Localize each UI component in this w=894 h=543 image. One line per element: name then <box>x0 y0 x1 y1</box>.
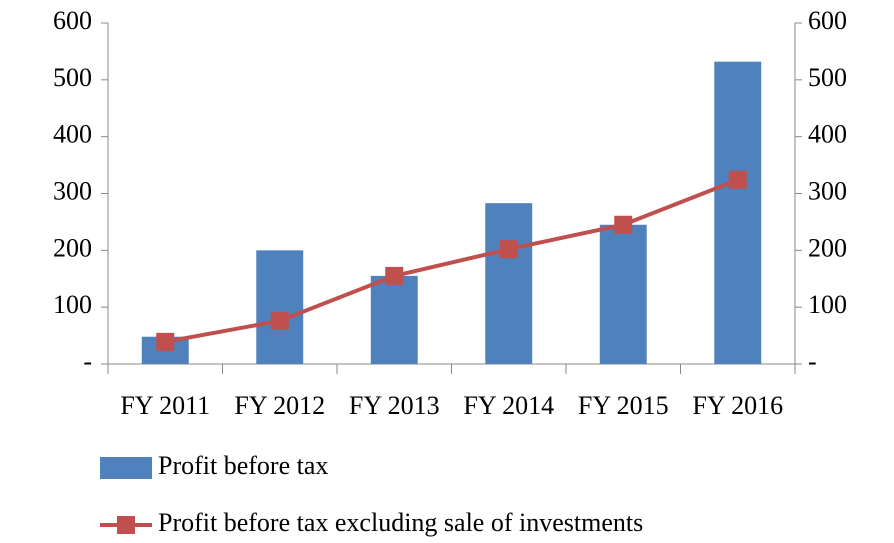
line <box>164 177 739 344</box>
y2-tick-label: 200 <box>808 233 847 262</box>
bar <box>714 61 762 364</box>
y-tick-label: 300 <box>53 176 92 205</box>
y2-tick-label: 400 <box>808 120 847 149</box>
x-tick-label: FY 2013 <box>349 391 440 420</box>
y-tick-label: 600 <box>53 6 92 35</box>
marker <box>614 215 633 234</box>
y-tick-label: 200 <box>53 233 92 262</box>
y2-tick-label: 500 <box>808 63 847 92</box>
x-tick-label: FY 2016 <box>692 391 783 420</box>
x-tick-label: FY 2011 <box>120 391 210 420</box>
marker <box>499 240 518 259</box>
y2-tick-label: 100 <box>808 290 847 319</box>
y-tick-label: - <box>83 347 92 376</box>
marker <box>385 266 404 285</box>
y2-tick-label: 300 <box>808 176 847 205</box>
y2-tick-label: 600 <box>808 6 847 35</box>
legend-label: Profit before tax <box>158 451 328 480</box>
marker <box>728 170 747 189</box>
x-tick-label: FY 2015 <box>578 391 669 420</box>
bar <box>256 250 304 364</box>
bar <box>370 275 418 364</box>
legend-label: Profit before tax excluding sale of inve… <box>158 508 643 537</box>
y-tick-label: 100 <box>53 290 92 319</box>
y2-tick-label: - <box>808 347 817 376</box>
y-tick-label: 500 <box>53 63 92 92</box>
bar <box>485 203 533 364</box>
x-tick-label: FY 2014 <box>463 391 554 420</box>
marker <box>270 311 289 330</box>
legend-marker <box>117 516 135 534</box>
marker <box>156 332 175 351</box>
bar <box>599 224 647 364</box>
legend-swatch <box>100 457 152 479</box>
y-tick-label: 400 <box>53 120 92 149</box>
x-tick-label: FY 2012 <box>234 391 325 420</box>
